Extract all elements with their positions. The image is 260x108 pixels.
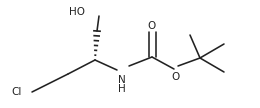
Text: H: H [118,84,126,94]
Text: HO: HO [69,7,85,17]
Text: O: O [171,72,179,82]
Text: Cl: Cl [12,87,22,97]
Text: N: N [118,75,126,85]
Text: O: O [148,21,156,31]
